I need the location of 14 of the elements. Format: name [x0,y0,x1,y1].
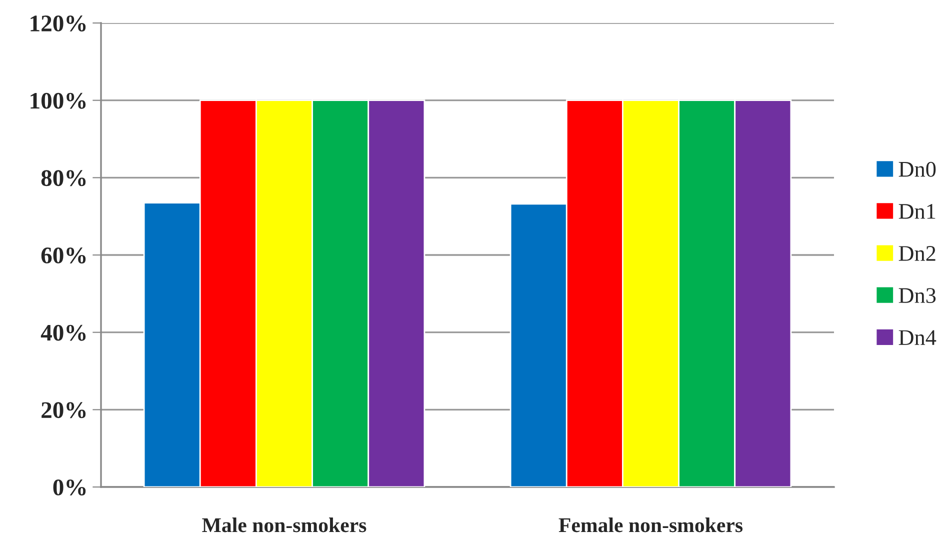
x-tick-label: Female non-smokers [558,518,743,532]
legend-label: Dn3 [898,288,936,304]
y-tick-label: 20% [42,402,86,418]
y-tick-label: 80% [41,170,86,186]
x-tick-label: Male non-smokers [202,518,366,532]
y-tick-label: 100% [30,92,86,109]
legend-label: Dn1 [898,204,936,219]
legend-label: Dn2 [898,246,936,261]
y-tick-label: 120% [30,15,86,32]
y-tick-label: 40% [40,324,86,341]
y-tick-label: 60% [41,247,86,264]
legend-label: Dn4 [898,330,936,345]
legend-label: Dn0 [898,162,936,177]
y-tick-label: 0% [53,479,86,496]
